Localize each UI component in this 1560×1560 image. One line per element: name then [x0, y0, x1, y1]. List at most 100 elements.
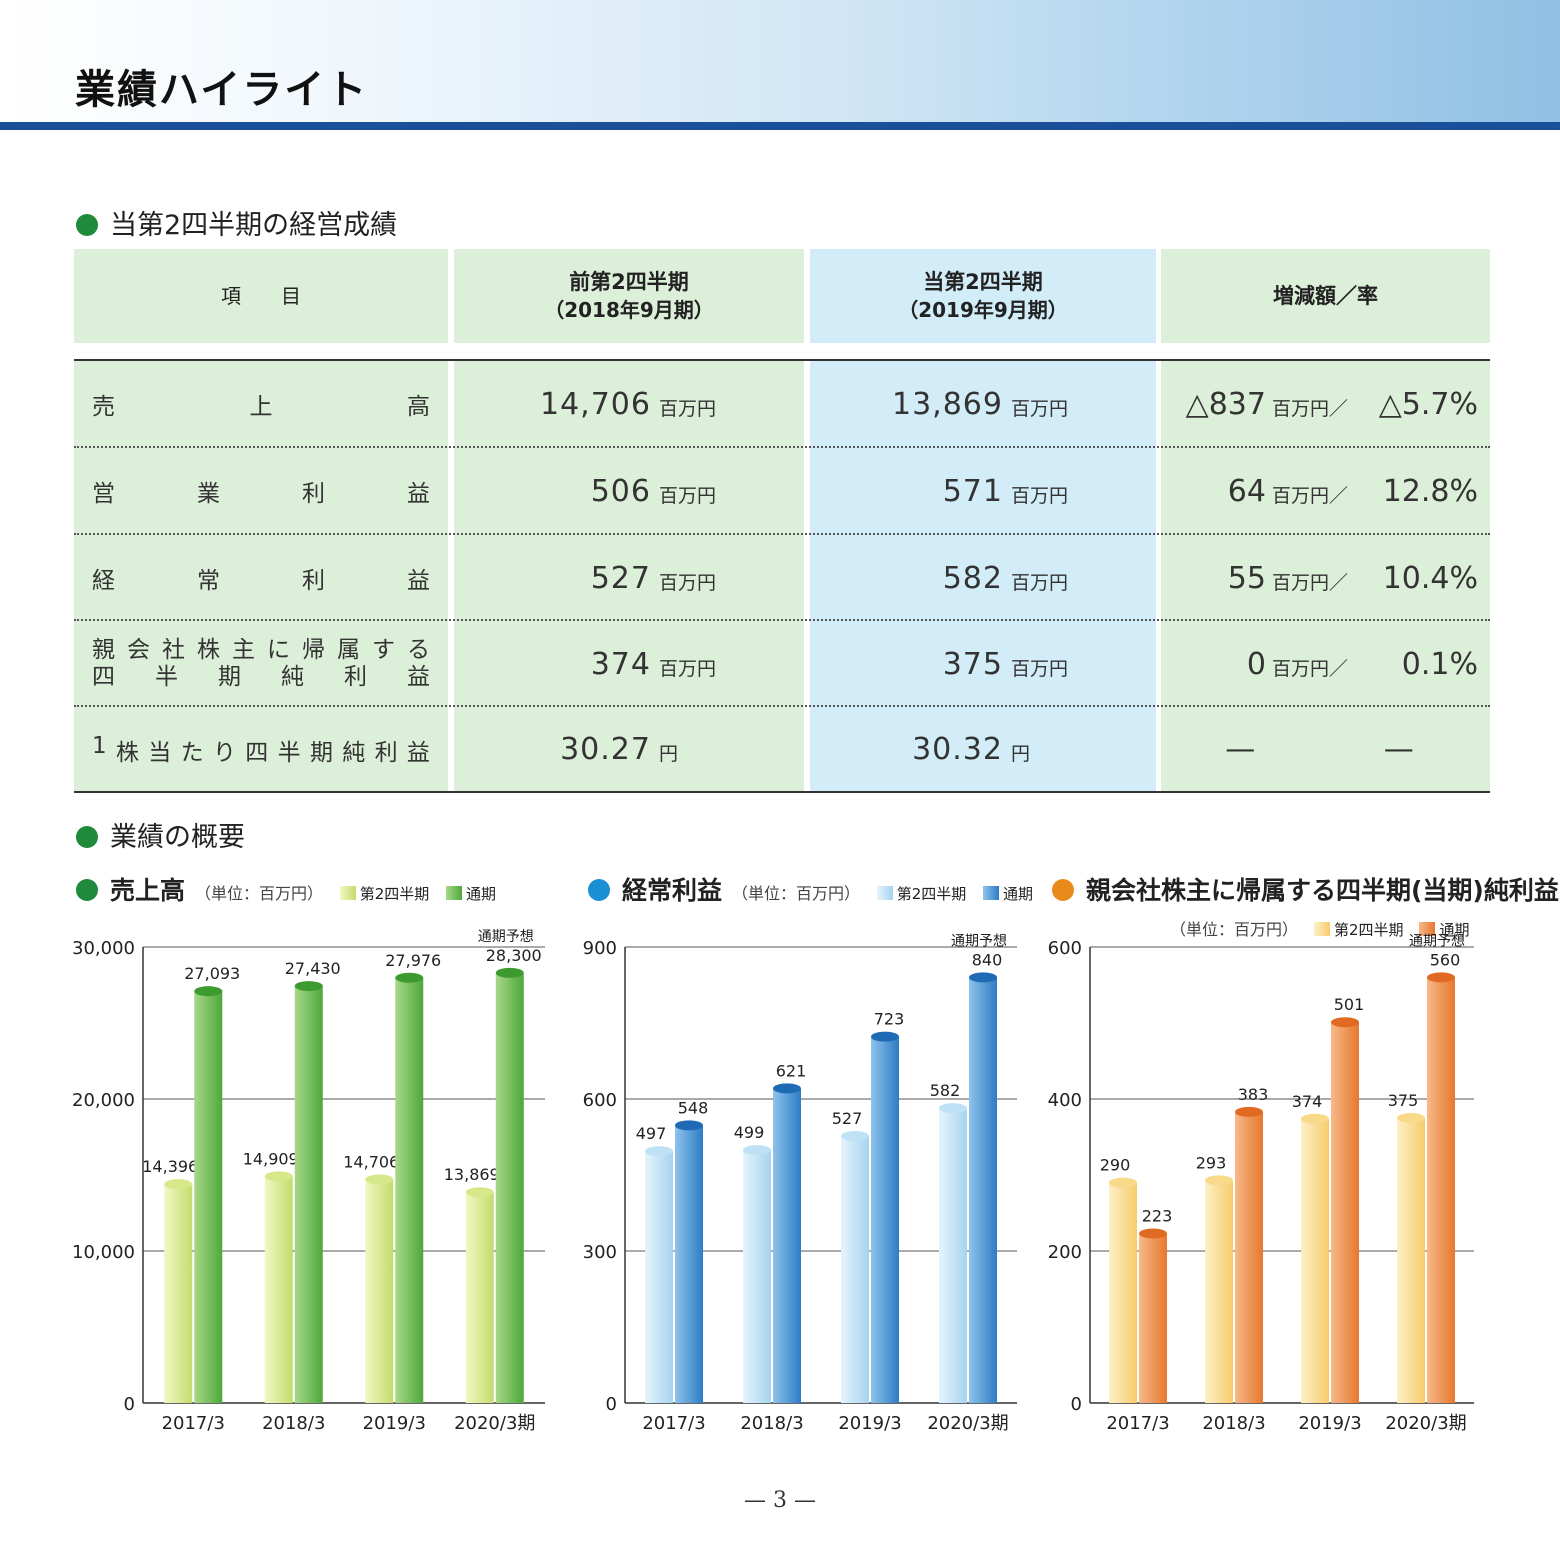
green-bullet-icon — [76, 826, 98, 848]
bar-cap — [1331, 1017, 1359, 1028]
bar-cap — [969, 972, 997, 983]
bar-q2 — [1109, 1182, 1137, 1403]
th-curr: 当第2四半期 （2019年9月期） — [810, 249, 1156, 343]
x-tick-label: 2017/3 — [162, 1413, 225, 1434]
data-label: 723 — [874, 1010, 905, 1029]
data-label: 14,909 — [243, 1149, 299, 1168]
bar-cap — [495, 967, 524, 978]
bar-full — [194, 991, 223, 1403]
x-tick-label: 2020/3期 — [454, 1413, 535, 1434]
y-tick-label: 0 — [124, 1394, 135, 1415]
forecast-label: 通期予想 — [478, 929, 534, 945]
bar-cap — [294, 981, 323, 992]
data-label: 497 — [636, 1124, 667, 1143]
label-line-1: 親会社株主に帰属する — [92, 636, 430, 663]
y-tick-label: 600 — [583, 1090, 617, 1111]
cell-eps-prev: 30.27 円 — [560, 732, 678, 767]
legend-swatch-full — [983, 886, 1000, 900]
forecast-label: 通期予想 — [1409, 933, 1465, 949]
chart-subtitle-net: （単位：百万円） 第2四半期 通期 — [1170, 914, 1469, 939]
bar-cap — [773, 1083, 801, 1094]
data-label: 383 — [1238, 1085, 1269, 1104]
chart-title-text: 親会社株主に帰属する四半期(当期)純利益 — [1086, 876, 1559, 905]
bar-full — [969, 977, 997, 1403]
data-label: 582 — [930, 1081, 961, 1100]
bar-q2 — [743, 1150, 771, 1403]
bar-cap — [194, 986, 223, 997]
bar-full — [1427, 977, 1455, 1403]
y-tick-label: 900 — [583, 938, 617, 959]
th-item-label: 項 目 — [221, 283, 301, 308]
bar-q2 — [1301, 1118, 1329, 1403]
col-bg-curr — [810, 361, 1156, 792]
legend-full: 通期 — [1419, 921, 1469, 939]
unit-note: （単位：百万円） — [1170, 920, 1299, 939]
legend-full: 通期 — [446, 885, 496, 903]
legend-swatch-full — [446, 886, 463, 900]
th-prev-title: 前第2四半期 — [569, 270, 689, 295]
th-change-label: 増減額／率 — [1273, 283, 1378, 308]
legend-q2: 第2四半期 — [876, 885, 966, 903]
bar-q2 — [1205, 1180, 1233, 1403]
cell-op-curr: 571 百万円 — [942, 473, 1068, 509]
unit-note: （単位：百万円） — [195, 884, 324, 903]
cell-sales-prev: 14,706 百万円 — [540, 386, 716, 422]
th-curr-title: 当第2四半期 — [923, 270, 1043, 295]
x-tick-label: 2018/3 — [262, 1413, 325, 1434]
bar-cap — [841, 1130, 869, 1141]
bar-cap — [1109, 1177, 1137, 1188]
bar-cap — [1235, 1106, 1263, 1117]
bar-cap — [1427, 972, 1455, 983]
y-tick-label: 10,000 — [72, 1242, 135, 1263]
legend-q2: 第2四半期 — [339, 885, 429, 903]
col-bg-change — [1161, 361, 1490, 792]
cell-net-change: 0 百万円／ 0.1% — [1246, 646, 1478, 682]
legend-full: 通期 — [983, 885, 1033, 903]
y-tick-label: 0 — [1071, 1394, 1082, 1415]
bar-q2 — [365, 1179, 394, 1403]
bar-cap — [164, 1179, 193, 1190]
data-label: 13,869 — [444, 1165, 500, 1184]
cell-net-prev: 374 百万円 — [590, 646, 716, 682]
y-tick-label: 200 — [1048, 1242, 1082, 1263]
data-label: 14,706 — [343, 1152, 399, 1171]
cell-sales-change: △837 百万円／ △5.7% — [1185, 386, 1478, 422]
row-label-operating-income: 営業利益 — [92, 481, 430, 507]
chart-title-net: 親会社株主に帰属する四半期(当期)純利益 — [1052, 878, 1559, 903]
bar-cap — [1139, 1228, 1167, 1239]
chart-title-ordinary: 経常利益 （単位：百万円） 第2四半期 通期 — [588, 878, 1033, 903]
data-label: 27,430 — [285, 959, 341, 978]
header-rule — [0, 122, 1560, 130]
data-label: 840 — [972, 950, 1003, 969]
bar-full — [395, 977, 424, 1403]
data-label: 14,396 — [142, 1157, 198, 1176]
x-tick-label: 2017/3 — [642, 1413, 705, 1434]
cell-eps-change: — — — [1225, 732, 1414, 767]
net-income-chart: 0 200 400 600 290 223 2017/3 293 383 2018/3 374 501… — [1048, 933, 1474, 1434]
bar-full — [871, 1036, 899, 1403]
bar-cap — [264, 1171, 293, 1182]
col-bg-prev — [454, 361, 804, 792]
row-divider — [74, 705, 1490, 707]
y-tick-label: 0 — [606, 1394, 617, 1415]
chart-title-text: 売上高 — [110, 876, 186, 905]
bar-q2 — [939, 1108, 967, 1403]
data-label: 293 — [1196, 1153, 1227, 1172]
bar-cap — [645, 1146, 673, 1157]
cell-ord-change: 55 百万円／ 10.4% — [1227, 560, 1478, 596]
page-title: 業績ハイライト — [75, 67, 369, 113]
orange-bullet-icon — [1052, 879, 1074, 901]
x-tick-label: 2018/3 — [1202, 1413, 1265, 1434]
cell-eps-curr: 30.32 円 — [912, 732, 1030, 767]
section-title: 業績の概要 — [110, 822, 245, 853]
x-tick-label: 2019/3 — [838, 1413, 901, 1434]
th-prev: 前第2四半期 （2018年9月期） — [454, 249, 804, 343]
data-label: 27,976 — [385, 951, 441, 970]
data-label: 375 — [1388, 1091, 1419, 1110]
data-label: 27,093 — [184, 964, 240, 983]
section-title: 当第2四半期の経営成績 — [110, 210, 398, 241]
bar-cap — [743, 1145, 771, 1156]
x-tick-label: 2017/3 — [1106, 1413, 1169, 1434]
blue-bullet-icon — [588, 879, 610, 901]
